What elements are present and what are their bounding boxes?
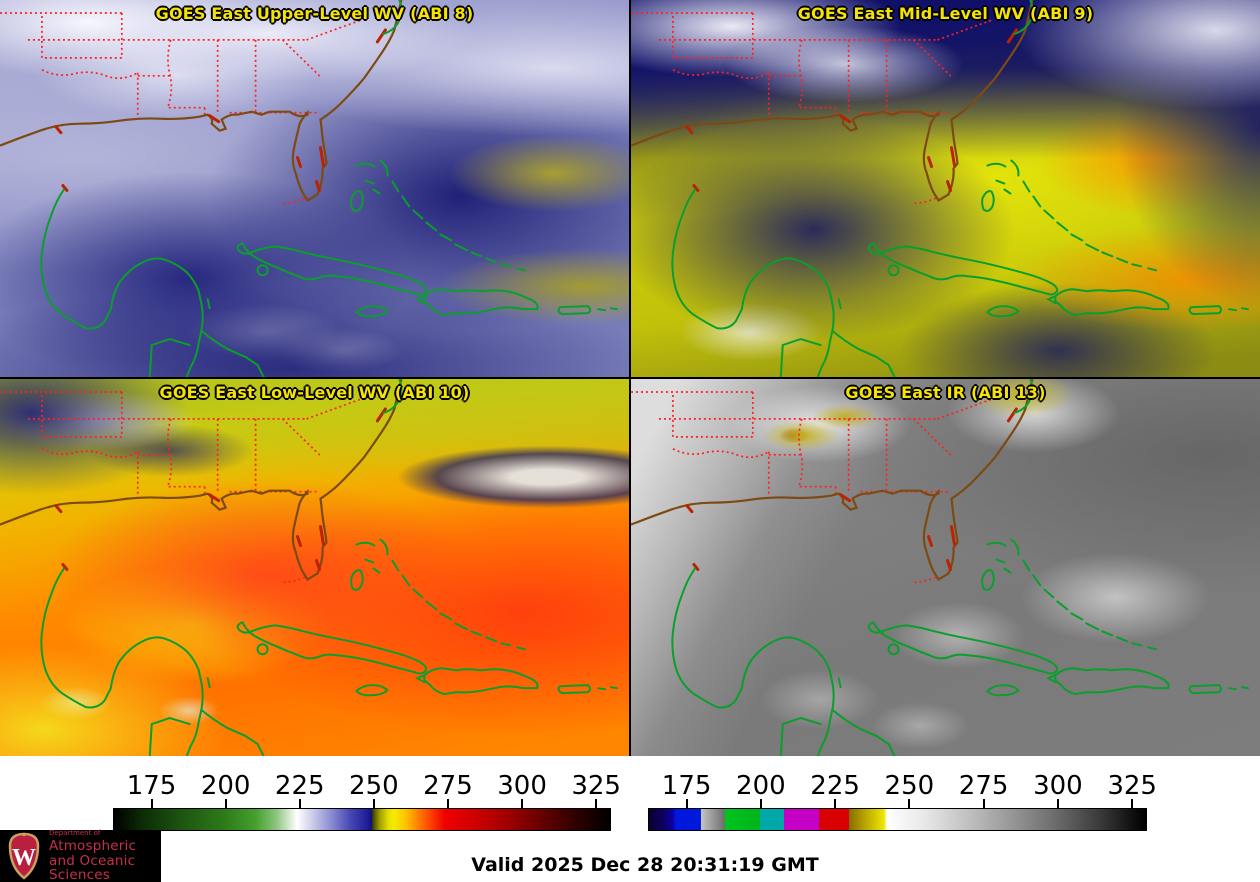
- colorbar-tick-label: 225: [274, 771, 325, 801]
- colorbar-tick-label: 300: [497, 771, 547, 801]
- ir-colorbar-gradient: [648, 808, 1147, 831]
- map-overlay-abi10: [0, 379, 629, 756]
- panel-title-abi13: GOES East IR (ABI 13): [845, 383, 1046, 402]
- crest-letter: W: [12, 845, 36, 871]
- colorbar-tick-label: 275: [423, 771, 473, 801]
- colorbar-tick-label: 300: [1033, 771, 1083, 801]
- panel-low-level-wv: GOES East Low-Level WV (ABI 10): [0, 379, 629, 756]
- colorbar-tick-mark: [1131, 799, 1134, 808]
- logo-line-1: Atmospheric: [49, 838, 137, 855]
- colorbar-tick-mark: [908, 799, 911, 808]
- footer: 175 200 225 250 275 300 325 175 200 225 250 275 300…: [0, 756, 1260, 882]
- satellite-imagery-abi9: [631, 0, 1260, 377]
- colorbar-tick-label: 200: [200, 771, 251, 801]
- map-overlay-abi9: [631, 0, 1260, 377]
- satellite-imagery-abi10: [0, 379, 629, 756]
- colorbar-tick-mark: [759, 799, 762, 808]
- colorbar-tick-label: 325: [571, 771, 621, 801]
- colorbar-tick-mark: [834, 799, 837, 808]
- panel-title-abi9: GOES East Mid-Level WV (ABI 9): [797, 4, 1094, 23]
- valid-time-label: Valid 2025 Dec 28 20:31:19 GMT: [471, 854, 819, 876]
- colorbar-tick-label: 175: [126, 771, 177, 801]
- colorbar-tick-label: 200: [736, 771, 786, 801]
- logo-dept-line: Department of: [49, 829, 101, 838]
- colorbar-tick-label: 250: [349, 771, 399, 801]
- uw-crest-icon: W: [8, 832, 40, 880]
- wv-colorbar-tick-labels: 175 200 225 250 275 300 325: [113, 771, 621, 801]
- logo-line-2: and Oceanic Sciences: [49, 852, 136, 882]
- colorbar-tick-label: 250: [884, 771, 935, 801]
- panel-title-abi8: GOES East Upper-Level WV (ABI 8): [155, 4, 474, 23]
- infrared-colorbar: 175 200 225 250 275 300 325: [648, 771, 1157, 853]
- water-vapor-colorbar: 175 200 225 250 275 300 325: [113, 771, 621, 853]
- panel-mid-level-wv: GOES East Mid-Level WV (ABI 9): [631, 0, 1260, 377]
- ir-colorbar-tick-labels: 175 200 225 250 275 300 325: [648, 771, 1157, 801]
- colorbar-tick-mark: [150, 799, 153, 808]
- map-overlay-abi13: [631, 379, 1260, 756]
- colorbar-tick-mark: [224, 799, 227, 808]
- colorbar-tick-mark: [685, 799, 688, 808]
- colorbar-tick-mark: [1056, 799, 1059, 808]
- aos-department-logo: W Department of Atmospheric and Oceanic …: [0, 829, 161, 882]
- colorbar-tick-mark: [982, 799, 985, 808]
- satellite-imagery-abi13: [631, 379, 1260, 756]
- colorbar-tick-label: 175: [661, 771, 712, 801]
- colorbar-tick-mark: [298, 799, 301, 808]
- satellite-panel-grid: GOES East Upper-Level WV (ABI 8) GOES Ea…: [0, 0, 1260, 756]
- colorbar-tick-label: 225: [810, 771, 860, 801]
- coastline-map-overlay: [0, 0, 619, 377]
- coastline-map-overlay: [631, 0, 1250, 377]
- wv-colorbar-gradient: [113, 808, 611, 831]
- coastline-map-overlay: [631, 379, 1250, 756]
- colorbar-tick-mark: [446, 799, 449, 808]
- colorbar-tick-label: 275: [958, 771, 1009, 801]
- panel-title-abi10: GOES East Low-Level WV (ABI 10): [159, 383, 470, 402]
- logo-text: Department of Atmospheric and Oceanic Sc…: [49, 829, 161, 882]
- colorbar-tick-label: 325: [1107, 771, 1157, 801]
- colorbar-tick-mark: [595, 799, 598, 808]
- colorbar-tick-mark: [372, 799, 375, 808]
- satellite-imagery-abi8: [0, 0, 629, 377]
- coastline-map-overlay: [0, 379, 619, 756]
- map-overlay-abi8: [0, 0, 629, 377]
- panel-infrared: GOES East IR (ABI 13): [631, 379, 1260, 756]
- panel-upper-level-wv: GOES East Upper-Level WV (ABI 8): [0, 0, 629, 377]
- colorbar-tick-mark: [521, 799, 524, 808]
